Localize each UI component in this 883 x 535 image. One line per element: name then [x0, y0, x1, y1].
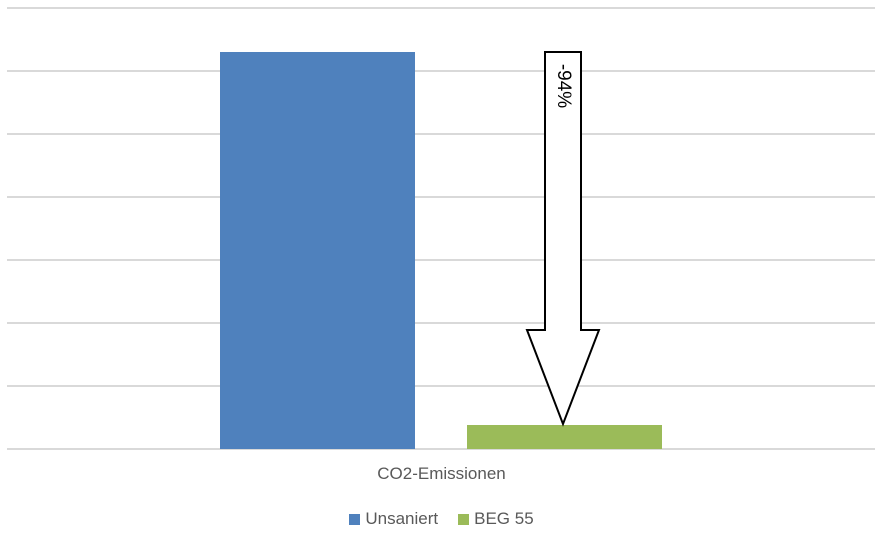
- legend-swatch-icon: [349, 513, 361, 525]
- gridline: [7, 196, 875, 198]
- category-label: CO2-Emissionen: [377, 464, 506, 483]
- gridline: [7, 133, 875, 135]
- plot-area: -94%: [7, 7, 875, 450]
- gridline: [7, 70, 875, 72]
- reduction-arrow-icon: [525, 51, 601, 427]
- legend-item-beg-55: BEG 55: [458, 509, 534, 529]
- bar-beg-55: [467, 425, 662, 449]
- legend: Unsaniert BEG 55: [0, 509, 883, 529]
- gridline: [7, 322, 875, 324]
- legend-label: Unsaniert: [365, 509, 439, 528]
- legend-swatch-icon: [458, 513, 470, 525]
- gridline: [7, 385, 875, 387]
- gridline: [7, 7, 875, 9]
- gridline: [7, 259, 875, 261]
- baseline-axis: [7, 448, 875, 450]
- legend-label: BEG 55: [474, 509, 534, 528]
- bar-unsaniert: [220, 52, 415, 449]
- reduction-label: -94%: [553, 63, 574, 109]
- legend-item-unsaniert: Unsaniert: [349, 509, 438, 529]
